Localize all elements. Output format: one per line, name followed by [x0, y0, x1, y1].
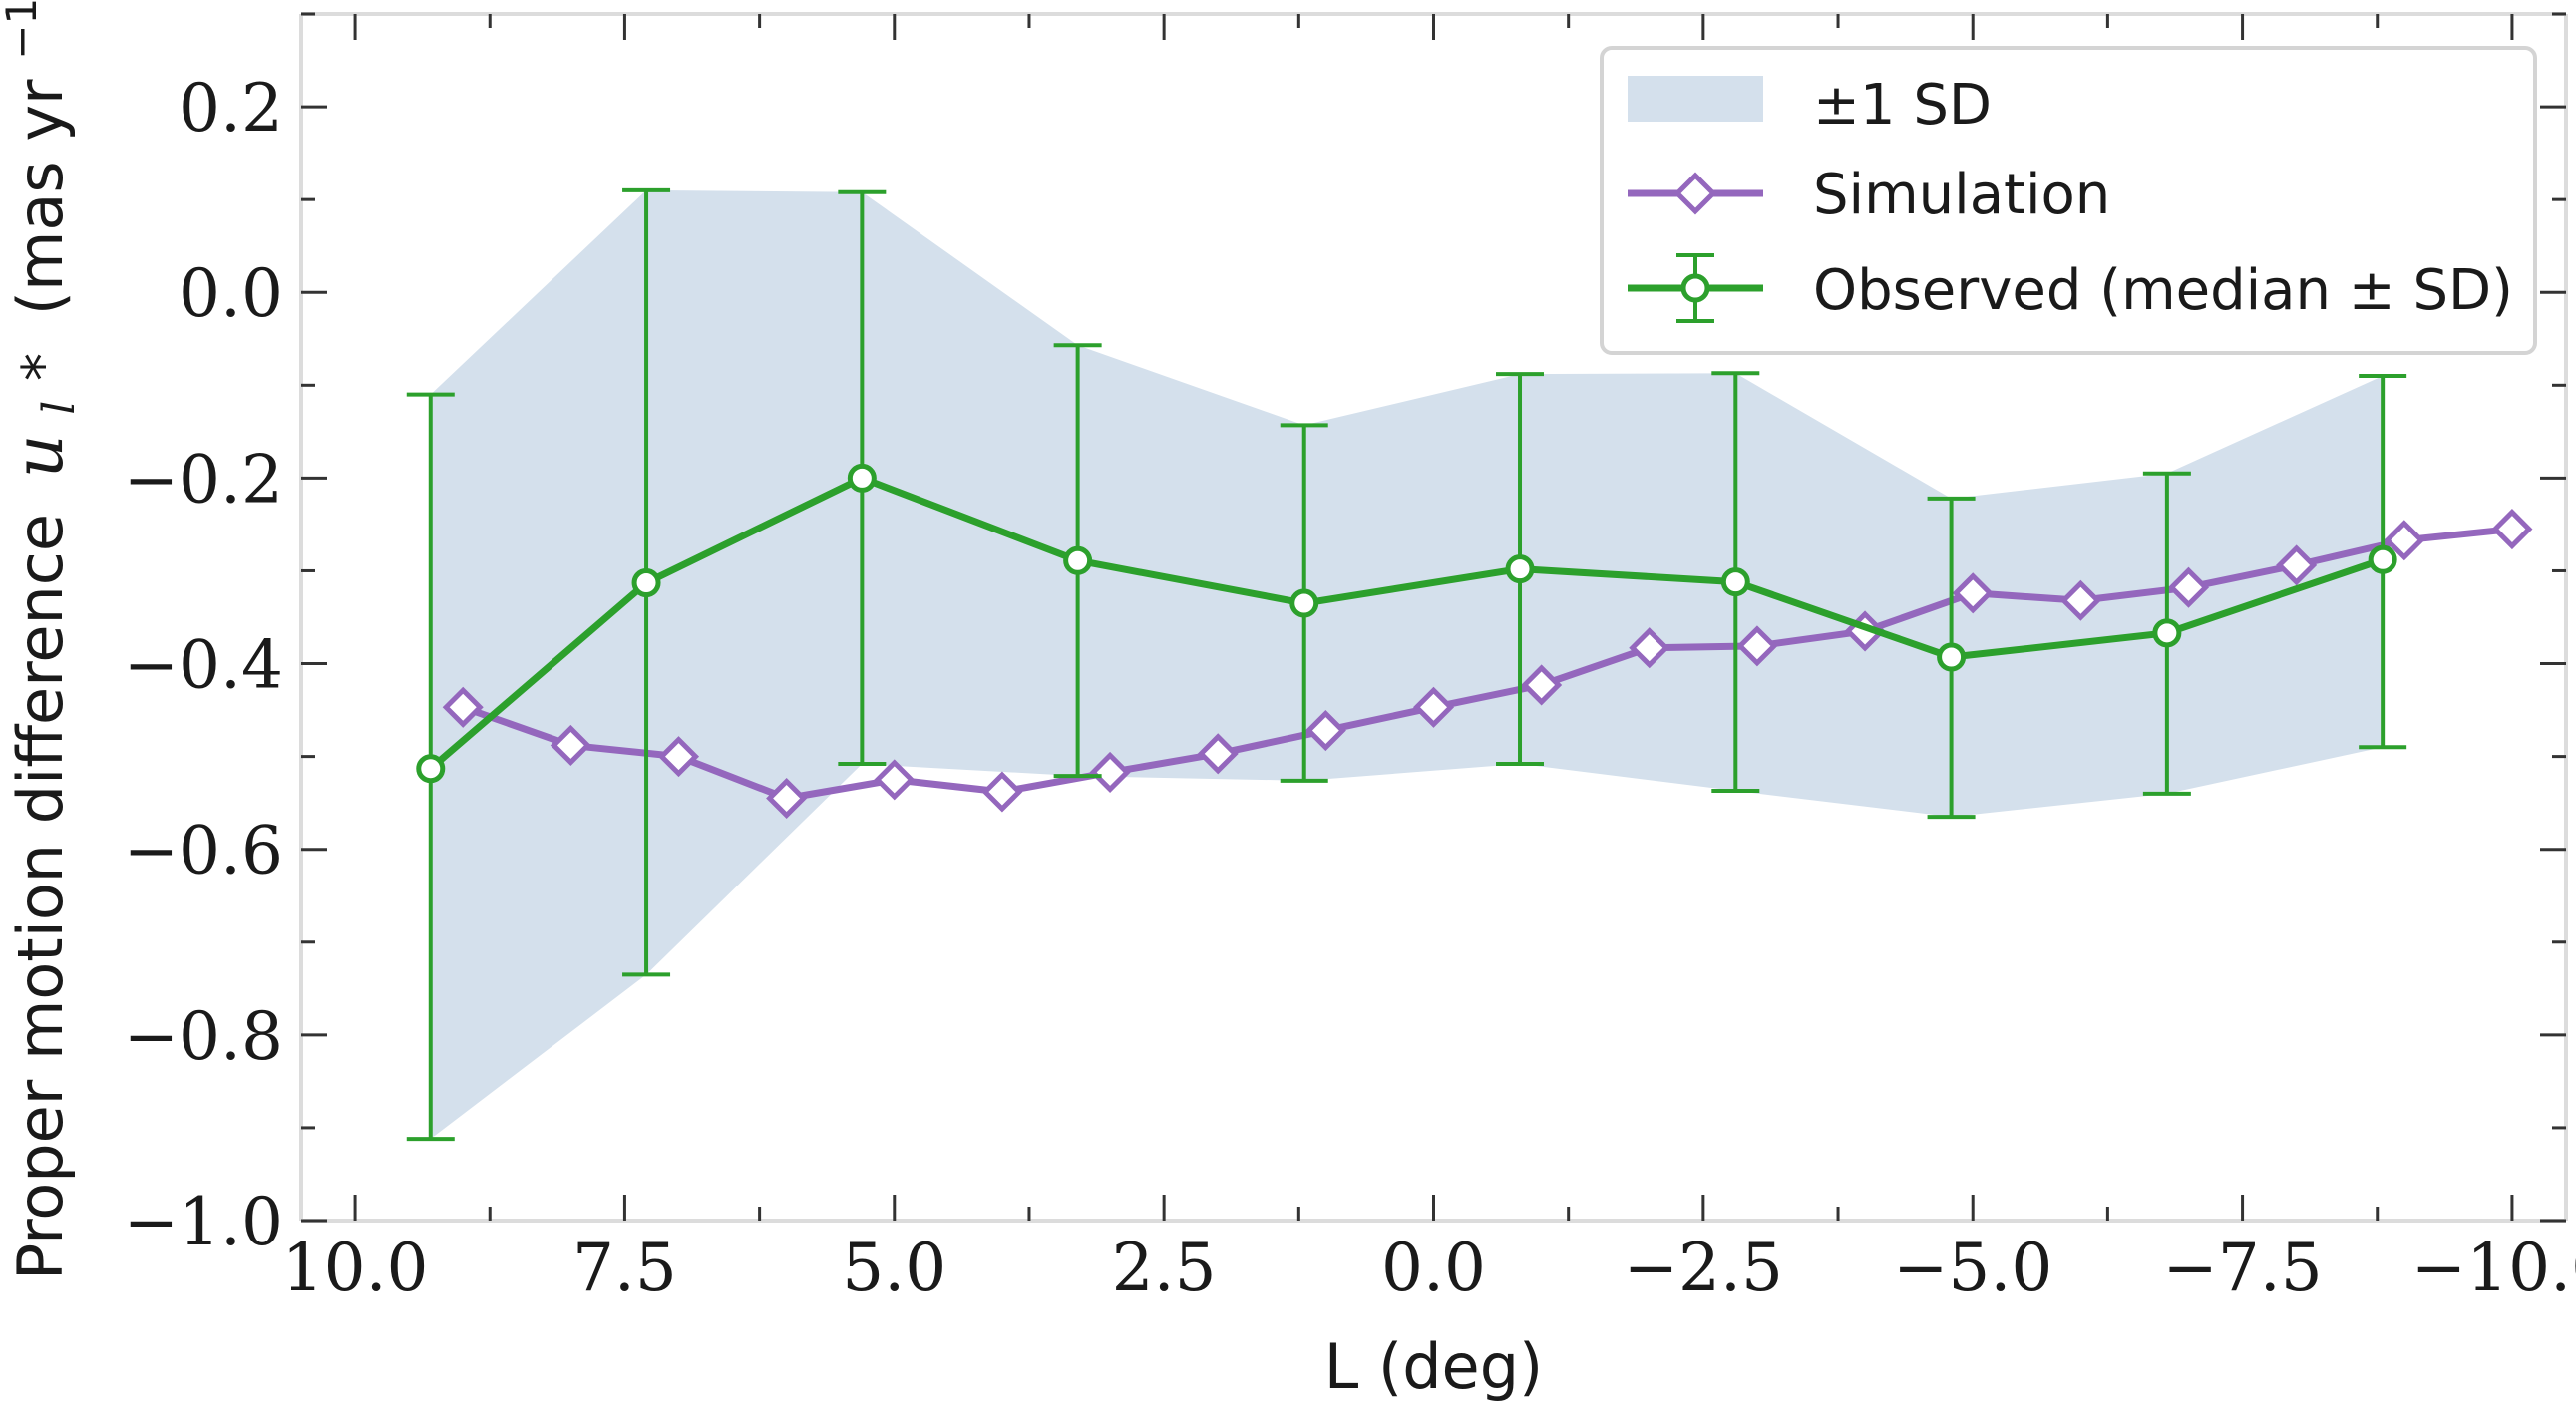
legend-band-label: ±1 SD — [1813, 73, 1992, 138]
x-tick-label: 10.0 — [282, 1230, 429, 1306]
x-tick-label: −10.0 — [2411, 1230, 2576, 1306]
y-tick-label: −0.2 — [124, 441, 283, 518]
x-axis-ticks: 10.0 7.5 5.0 2.5 0.0 −2.5 −5.0 −7.5 −10.0 — [282, 14, 2576, 1306]
x-tick-label: −5.0 — [1893, 1230, 2052, 1306]
legend-band-swatch — [1628, 76, 1763, 122]
simulation-marker — [1412, 686, 1455, 728]
x-tick-label: −7.5 — [2162, 1230, 2322, 1306]
observed-marker — [1289, 588, 1319, 618]
legend-simulation-marker — [1673, 172, 1717, 215]
observed-marker — [1505, 554, 1535, 584]
simulation-marker — [1089, 751, 1131, 793]
simulation-marker — [2059, 579, 2101, 621]
y-axis-title-star: * — [11, 353, 76, 381]
legend-observed-marker — [1680, 273, 1710, 303]
legend-simulation-label: Simulation — [1813, 163, 2110, 227]
y-axis-title: Proper motion difference u l * (mas yr −… — [0, 0, 89, 1280]
simulation-marker — [1952, 572, 1994, 614]
observed-marker — [1937, 642, 1967, 672]
y-axis-title-symbol: u — [0, 434, 79, 478]
observed-marker — [1063, 545, 1093, 575]
simulation-marker — [1629, 627, 1670, 669]
y-axis-ticks: 0.2 0.0 −0.2 −0.4 −0.6 −0.8 −1.0 — [124, 12, 2566, 1260]
simulation-marker — [766, 777, 808, 820]
x-tick-label: 2.5 — [1112, 1230, 1217, 1306]
simulation-marker — [2276, 544, 2318, 586]
simulation-marker — [1197, 733, 1239, 775]
y-tick-label: 0.2 — [179, 70, 283, 147]
x-tick-label: 0.0 — [1381, 1230, 1486, 1306]
legend-frame — [1600, 46, 2537, 355]
simulation-marker — [981, 771, 1023, 813]
y-tick-label: −0.4 — [124, 627, 283, 704]
simulation-marker — [550, 724, 591, 766]
y-tick-label: −0.8 — [124, 998, 283, 1075]
observed-marker — [847, 463, 877, 493]
observed-series — [406, 187, 2407, 1142]
simulation-marker — [442, 686, 484, 728]
observed-marker — [631, 568, 661, 598]
x-tick-label: 7.5 — [572, 1230, 677, 1306]
x-tick-label: 5.0 — [842, 1230, 946, 1306]
x-axis-title: L (deg) — [1324, 1330, 1543, 1403]
y-axis-title-text: Proper motion difference — [4, 514, 77, 1280]
simulation-marker — [1304, 710, 1346, 752]
simulation-marker — [2384, 520, 2425, 561]
sd-band-area — [430, 189, 2384, 1140]
y-tick-label: −1.0 — [124, 1184, 283, 1260]
observed-marker — [1720, 567, 1750, 597]
simulation-marker — [1521, 664, 1563, 706]
y-tick-label: −0.6 — [124, 813, 283, 889]
y-axis-title-subscript: l — [34, 401, 85, 415]
simulation-marker — [2491, 509, 2533, 550]
y-axis-title-units: (mas yr — [4, 79, 77, 315]
simulation-marker — [657, 736, 700, 778]
simulation-marker — [874, 759, 916, 801]
y-tick-label: 0.0 — [179, 255, 283, 332]
simulation-marker — [2167, 566, 2210, 608]
observed-marker — [2368, 544, 2397, 574]
observed-marker — [2152, 618, 2182, 648]
observed-line — [428, 474, 2385, 772]
legend: ±1 SD Simulation Observed (median ± SD) — [1600, 46, 2537, 355]
legend-observed-label: Observed (median ± SD) — [1813, 258, 2513, 323]
simulation-marker — [1736, 625, 1778, 667]
x-tick-label: −2.5 — [1624, 1230, 1783, 1306]
y-axis-title-exponent: −1 — [0, 0, 46, 60]
sd-band-layer — [430, 189, 2384, 1140]
observed-marker — [416, 754, 446, 784]
